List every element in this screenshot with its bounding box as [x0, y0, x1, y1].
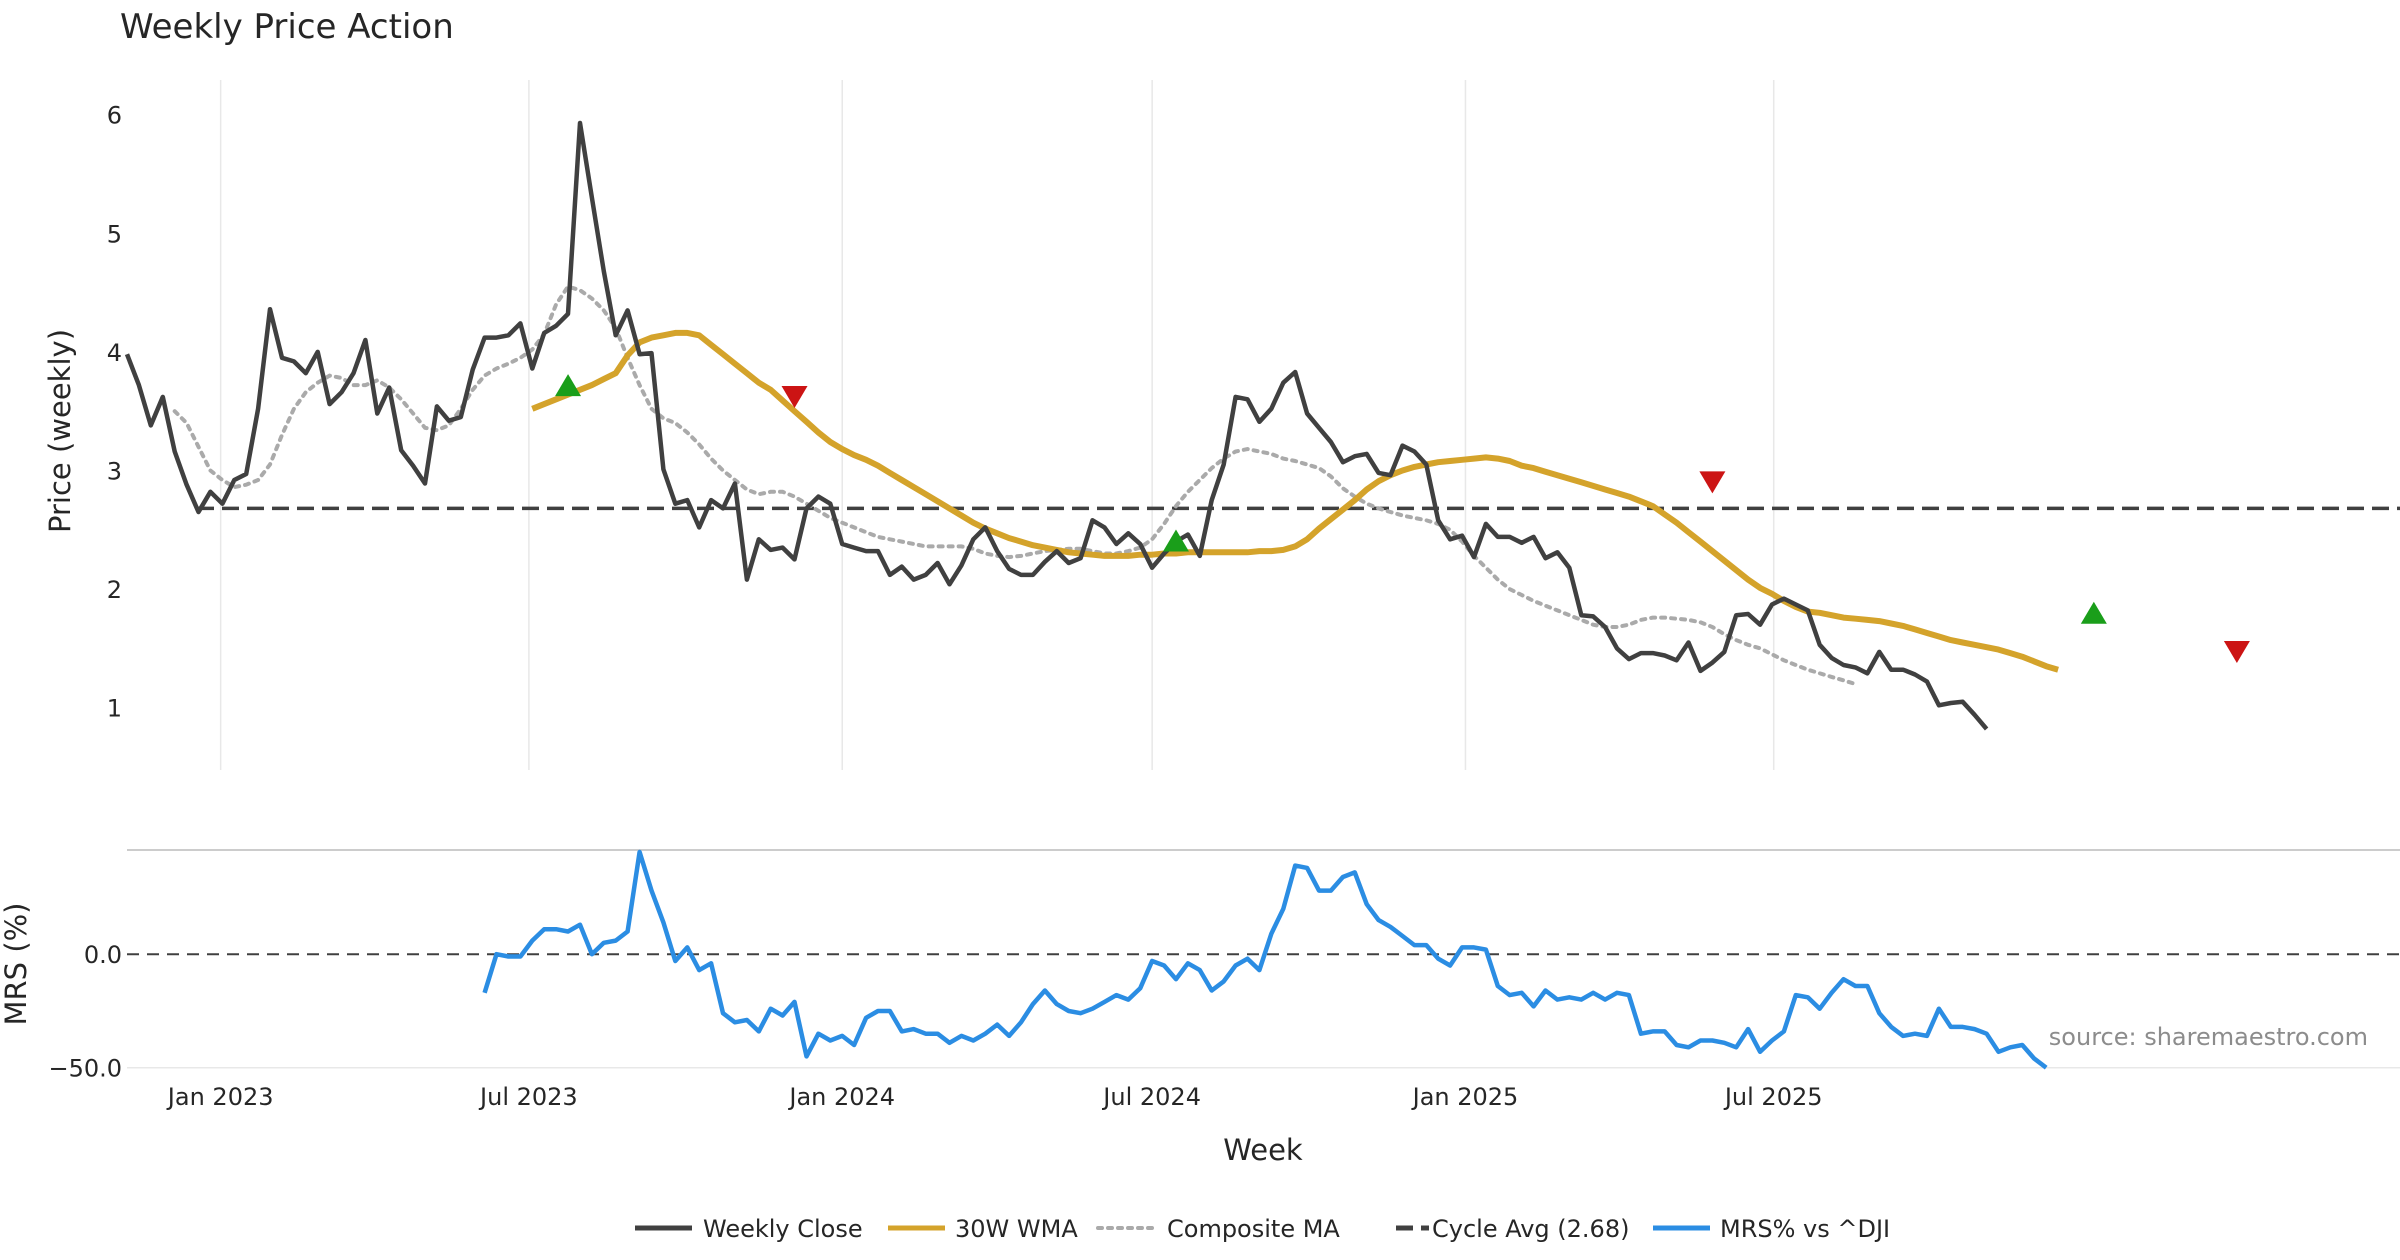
sell-signal-marker-1 — [1699, 471, 1726, 494]
mrs-y-axis-label: MRS (%) — [0, 903, 33, 1026]
price-panel-grid — [219, 80, 1775, 770]
legend: Weekly Close 30W WMA Composite MA Cycle Avg… — [635, 1215, 1890, 1243]
mrs-y-tick-1: −50.0 — [48, 1055, 122, 1083]
x-tick-label-3: Jul 2024 — [1101, 1083, 1201, 1111]
legend-label-wma: 30W WMA — [955, 1215, 1078, 1243]
price-y-axis-label: Price (weekly) — [43, 329, 77, 533]
price-y-tick-3: 4 — [107, 339, 122, 367]
composite-ma-series — [172, 284, 1858, 686]
x-tick-label-0: Jan 2023 — [166, 1083, 274, 1111]
legend-label-composite: Composite MA — [1167, 1215, 1340, 1243]
x-tick-label-5: Jul 2025 — [1723, 1083, 1823, 1111]
buy-signal-marker-1 — [1162, 529, 1189, 552]
price-y-ticks: 1 2 3 4 5 6 — [107, 102, 122, 723]
chart-title: Weekly Price Action — [120, 7, 454, 47]
legend-label-close: Weekly Close — [703, 1215, 863, 1243]
x-tick-label-4: Jan 2025 — [1411, 1083, 1519, 1111]
buy-signal-marker-0 — [555, 374, 582, 397]
x-axis-label: Week — [1223, 1133, 1303, 1167]
mrs-y-tick-0: 0.0 — [84, 941, 122, 969]
price-y-tick-5: 6 — [107, 102, 122, 130]
sell-signal-marker-2 — [2223, 640, 2250, 663]
buy-signal-marker-2 — [2080, 601, 2107, 624]
sell-signal-marker-0 — [781, 385, 808, 408]
price-y-tick-1: 2 — [107, 576, 122, 604]
price-y-tick-0: 1 — [107, 695, 122, 723]
legend-label-mrs: MRS% vs ^DJI — [1720, 1215, 1890, 1243]
price-y-tick-4: 5 — [107, 220, 122, 248]
x-axis-ticks: Jan 2023 Jul 2023 Jan 2024 Jul 2024 Jan 2025… — [166, 1083, 1823, 1111]
legend-label-cycle: Cycle Avg (2.68) — [1432, 1215, 1629, 1243]
wma-30w-series — [531, 329, 2059, 673]
x-tick-label-1: Jul 2023 — [478, 1083, 578, 1111]
mrs-series — [482, 849, 2048, 1070]
x-tick-label-2: Jan 2024 — [787, 1083, 895, 1111]
mrs-y-ticks: 0.0 −50.0 — [48, 941, 2400, 1083]
signal-markers — [555, 374, 2250, 663]
weekly-close-series — [124, 120, 1989, 731]
price-y-tick-2: 3 — [107, 457, 122, 485]
source-note: source: sharemaestro.com — [2049, 1023, 2368, 1051]
